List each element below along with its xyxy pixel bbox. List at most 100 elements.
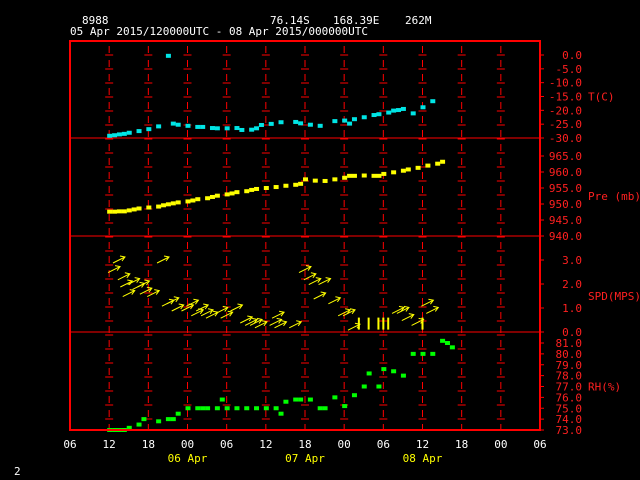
wind-arrow-head (433, 305, 440, 312)
temperature-point (214, 126, 220, 131)
pressure-point (425, 163, 431, 168)
relative_humidity-point (444, 341, 450, 345)
wind-arrow-shaft (107, 266, 121, 274)
relative_humidity-point (234, 406, 240, 411)
temperature-point (116, 132, 122, 137)
y-tick-label: 0.0 (562, 49, 582, 62)
wind-arrow-head (134, 277, 141, 283)
wind-arrow-shaft (249, 318, 263, 326)
y-tick-label: 79.0 (556, 359, 583, 372)
pressure-point (107, 209, 113, 214)
wind-arrow-shaft (240, 316, 253, 324)
pressure-point (175, 200, 181, 205)
pressure-point (165, 202, 171, 207)
relative_humidity-point (342, 404, 348, 409)
pressure-point (371, 173, 377, 178)
pressure-point (293, 182, 299, 187)
y-tick-label: 955.0 (549, 182, 582, 195)
relative_humidity-point (307, 397, 313, 402)
pressure-point (263, 186, 269, 190)
relative_humidity-point (293, 397, 299, 402)
wind-arrow (230, 303, 244, 312)
pressure-point (342, 175, 348, 180)
temperature-point (239, 127, 245, 132)
wind-arrow-head (403, 305, 410, 312)
wind-arrow-head (278, 310, 285, 317)
pressure-point (224, 192, 230, 197)
y-tick-label: 74.0 (556, 413, 583, 426)
wind-arrow-head (129, 289, 136, 295)
wind-arrow-shaft (298, 266, 312, 274)
pressure-point (347, 173, 353, 178)
wind-arrow-head (163, 255, 170, 262)
wind-arrow-shaft (313, 292, 326, 300)
pressure-point (112, 209, 118, 214)
x-day-label: 07 Apr (285, 452, 325, 465)
y-tick-label: 1.0 (562, 302, 582, 315)
y-tick-label: -25.0 (549, 118, 582, 131)
temperature-point (224, 126, 230, 131)
x-tick-label: 00 (338, 438, 351, 451)
y-tick-label: 75.0 (556, 402, 583, 415)
pressure-point (283, 183, 289, 188)
wind-arrow-shaft (244, 318, 258, 326)
wind-arrow-head (222, 305, 229, 312)
panel-label: RH(%) (588, 381, 621, 394)
wind-arrow (298, 265, 312, 274)
temperature-point (293, 119, 299, 124)
wind-arrow-shaft (220, 311, 233, 319)
pressure-point (312, 178, 318, 183)
panel-dividers (70, 137, 540, 333)
pressure-point (405, 167, 411, 172)
pressure-point (234, 190, 240, 195)
temperature-point (430, 99, 436, 104)
temperature-point (298, 121, 304, 126)
wind-arrow-shaft (230, 304, 243, 312)
relative_humidity-point (224, 406, 230, 411)
wind-arrow-head (315, 277, 322, 283)
wind-arrow (318, 277, 332, 286)
wind-arrow-head (325, 277, 332, 283)
temperature-point (112, 133, 118, 138)
x-tick-label: 00 (494, 438, 507, 451)
relative_humidity-point (175, 411, 181, 416)
pressure-point (249, 187, 255, 192)
wind-arrow (308, 277, 322, 286)
temperature-point (136, 129, 142, 134)
wind-arrow (337, 308, 352, 317)
relative_humidity-point (278, 411, 284, 416)
relative_humidity-point (156, 419, 162, 424)
wind-arrow-shaft (191, 309, 204, 317)
relative_humidity-point (332, 395, 338, 400)
temperature-point (195, 124, 201, 129)
relative_humidity-point (136, 422, 142, 427)
temperature-point (376, 112, 382, 117)
wind-arrow-shaft (274, 321, 287, 329)
wind-arrow (200, 308, 214, 317)
y-tick-label: 80.0 (556, 348, 583, 361)
x-day-label: 06 Apr (168, 452, 208, 465)
wind-arrow (186, 298, 200, 307)
temperature-point (351, 117, 357, 122)
wind-arrow-shaft (254, 321, 268, 329)
station-elev: 262M (405, 14, 432, 27)
y-tick-label: 2.0 (562, 278, 582, 291)
wind-arrow (137, 279, 151, 288)
relative_humidity-point (126, 425, 132, 430)
wind-arrow-shaft (117, 273, 131, 281)
pressure-point (185, 199, 191, 204)
y-tick-label: 950.0 (549, 198, 582, 211)
wind-arrow-shaft (166, 297, 180, 305)
wind-arrow-head (335, 296, 342, 303)
pressure-point (136, 206, 142, 211)
wind-arrow-shaft (401, 314, 415, 322)
x-tick-label: 06 (63, 438, 76, 451)
pressure-point (121, 209, 127, 214)
x-tick-label: 18 (298, 438, 311, 451)
wind-arrow-shaft (342, 309, 356, 317)
pressure-point (273, 185, 279, 190)
wind-arrow-head (203, 303, 210, 310)
pressure-point (391, 170, 397, 175)
temperature-point (396, 108, 402, 113)
temperature-point (249, 127, 255, 132)
